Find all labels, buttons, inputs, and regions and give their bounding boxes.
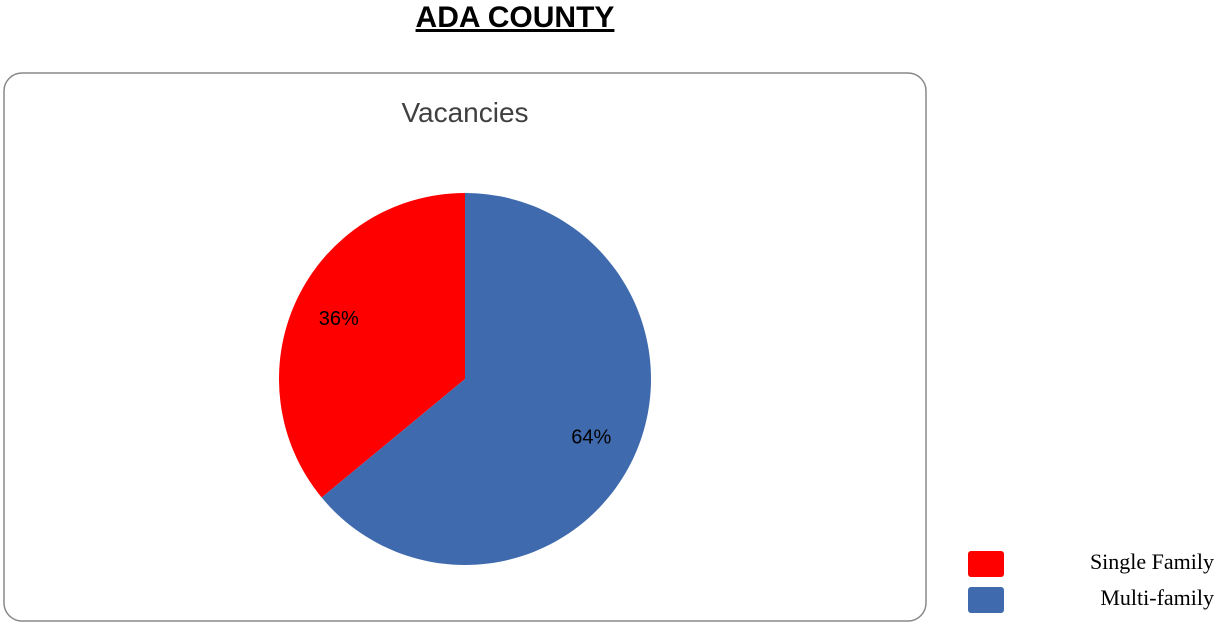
legend-swatch xyxy=(968,551,1004,577)
pie-slice xyxy=(278,193,465,498)
pie-slice xyxy=(321,193,651,566)
page-title: ADA COUNTY xyxy=(416,1,615,34)
legend-label: Multi-family xyxy=(1100,585,1214,610)
legend-label: Single Family xyxy=(1090,549,1214,574)
legend-swatch xyxy=(968,587,1004,613)
chart-title: Vacancies xyxy=(401,97,528,128)
data-label: 36% xyxy=(319,308,359,330)
data-label: 64% xyxy=(571,427,611,449)
